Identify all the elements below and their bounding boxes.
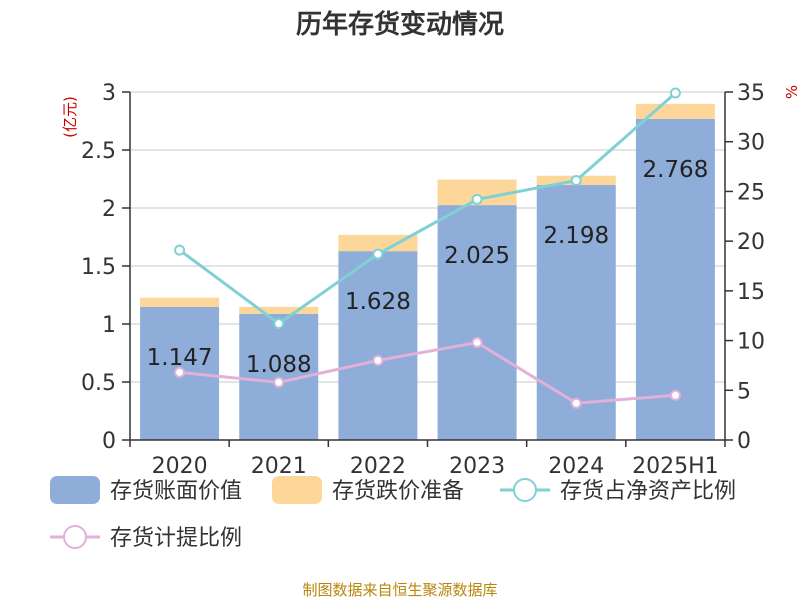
series-line-2 (178, 91, 677, 326)
x-axis-tick-label: 2025H1 (632, 454, 719, 479)
left-axis-tick-label: 1 (102, 313, 116, 338)
right-axis-tick-label: 25 (737, 180, 765, 205)
right-axis-unit: % (783, 85, 800, 99)
series-line-3 (179, 340, 676, 405)
line-layer (174, 87, 681, 409)
right-axis-tick-label: 10 (737, 330, 765, 355)
bar-data-label: 1.628 (345, 289, 411, 315)
label-layer: 1.147 1.088 1.628 2.025 2.198 2.768 (147, 157, 709, 378)
bar-book-value (437, 205, 517, 440)
legend-label-1: 存货跌价准备 (332, 479, 464, 504)
series-point-3 (273, 376, 285, 388)
series-point-3 (174, 366, 186, 378)
series-point-3 (570, 397, 582, 409)
right-axis-tick-label: 0 (737, 429, 751, 454)
legend-swatch-0 (50, 476, 100, 504)
series-point-2 (174, 244, 186, 256)
bar-data-label: 2.025 (444, 243, 510, 269)
left-axis-tick-label: 1.5 (81, 255, 116, 280)
bar-book-value (338, 251, 418, 440)
left-axis-tick-label: 0.5 (81, 371, 116, 396)
series-point-2 (372, 248, 384, 260)
series-point-3 (669, 389, 681, 401)
series-point-2 (471, 193, 483, 205)
right-axis-tick-label: 30 (737, 131, 765, 156)
right-axis-tick-label: 15 (737, 280, 765, 305)
bar-impairment-reserve (239, 306, 319, 314)
legend-marker-2 (513, 478, 537, 502)
bar-data-label: 1.088 (246, 352, 312, 378)
legend-marker-3 (63, 525, 87, 549)
bar-impairment-reserve (635, 103, 715, 119)
right-axis-tick-label: 5 (737, 379, 751, 404)
legend-swatch-1 (272, 476, 322, 504)
series-point-3 (471, 337, 483, 349)
left-axis-tick-label: 2 (102, 197, 116, 222)
bar-data-label: 1.147 (147, 345, 213, 371)
left-axis-unit: (亿元) (61, 96, 79, 138)
bar-impairment-reserve (338, 234, 418, 252)
bar-layer (140, 103, 715, 441)
series-point-2 (570, 174, 582, 186)
right-axis-tick-label: 35 (737, 81, 765, 106)
x-axis-tick-label: 2024 (548, 454, 604, 479)
x-axis-tick-label: 2022 (350, 454, 406, 479)
left-axis-tick-label: 0 (102, 429, 116, 454)
series-point-2 (273, 318, 285, 330)
bar-data-label: 2.198 (543, 223, 609, 249)
series-point-3 (372, 354, 384, 366)
bar-book-value (635, 118, 715, 441)
right-axis-tick-label: 20 (737, 230, 765, 255)
x-axis-tick-label: 2021 (251, 454, 307, 479)
grid-layer (130, 91, 725, 383)
x-axis-tick-label: 2023 (449, 454, 505, 479)
series-point-2 (669, 87, 681, 99)
x-axis-tick-label: 2020 (152, 454, 208, 479)
left-axis-tick-label: 3 (102, 81, 116, 106)
legend-label-0: 存货账面价值 (110, 479, 242, 504)
legend-label-3: 存货计提比例 (110, 526, 242, 551)
source-note: 制图数据来自恒生聚源数据库 (302, 581, 497, 599)
bar-data-label: 2.768 (642, 157, 708, 183)
bar-impairment-reserve (140, 297, 220, 307)
legend-label-2: 存货占净资产比例 (560, 479, 736, 504)
chart-title: 历年存货变动情况 (296, 9, 504, 40)
bar-book-value (536, 185, 616, 440)
left-axis-tick-label: 2.5 (81, 139, 116, 164)
